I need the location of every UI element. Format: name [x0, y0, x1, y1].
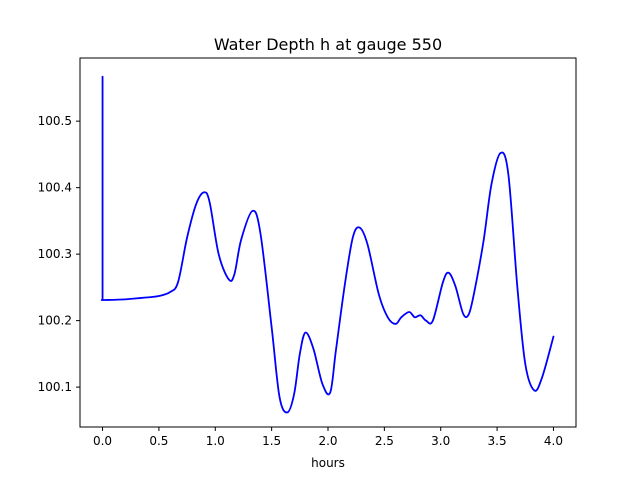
x-tick-label: 0.5 — [149, 434, 168, 448]
y-tick-label: 100.2 — [38, 314, 72, 328]
x-tick-label: 2.5 — [375, 434, 394, 448]
chart-title: Water Depth h at gauge 550 — [214, 35, 442, 54]
x-axis-label: hours — [311, 456, 345, 470]
y-tick-label: 100.3 — [38, 247, 72, 261]
x-axis: 0.0 0.5 1.0 1.5 2.0 2.5 3.0 3.5 4.0 — [93, 427, 563, 448]
series-line — [100, 75, 555, 414]
x-tick-label: 0.0 — [93, 434, 112, 448]
x-tick-label: 3.5 — [488, 434, 507, 448]
x-tick-label: 4.0 — [544, 434, 563, 448]
y-tick-label: 100.5 — [38, 114, 72, 128]
x-tick-label: 1.5 — [262, 434, 281, 448]
x-tick-label: 1.0 — [206, 434, 225, 448]
axes-frame — [79, 57, 577, 428]
y-axis: 100.1 100.2 100.3 100.4 100.5 — [38, 114, 80, 394]
x-tick-label: 3.0 — [431, 434, 450, 448]
y-tick-label: 100.4 — [38, 181, 72, 195]
y-tick-label: 100.1 — [38, 380, 72, 394]
x-tick-label: 2.0 — [318, 434, 337, 448]
